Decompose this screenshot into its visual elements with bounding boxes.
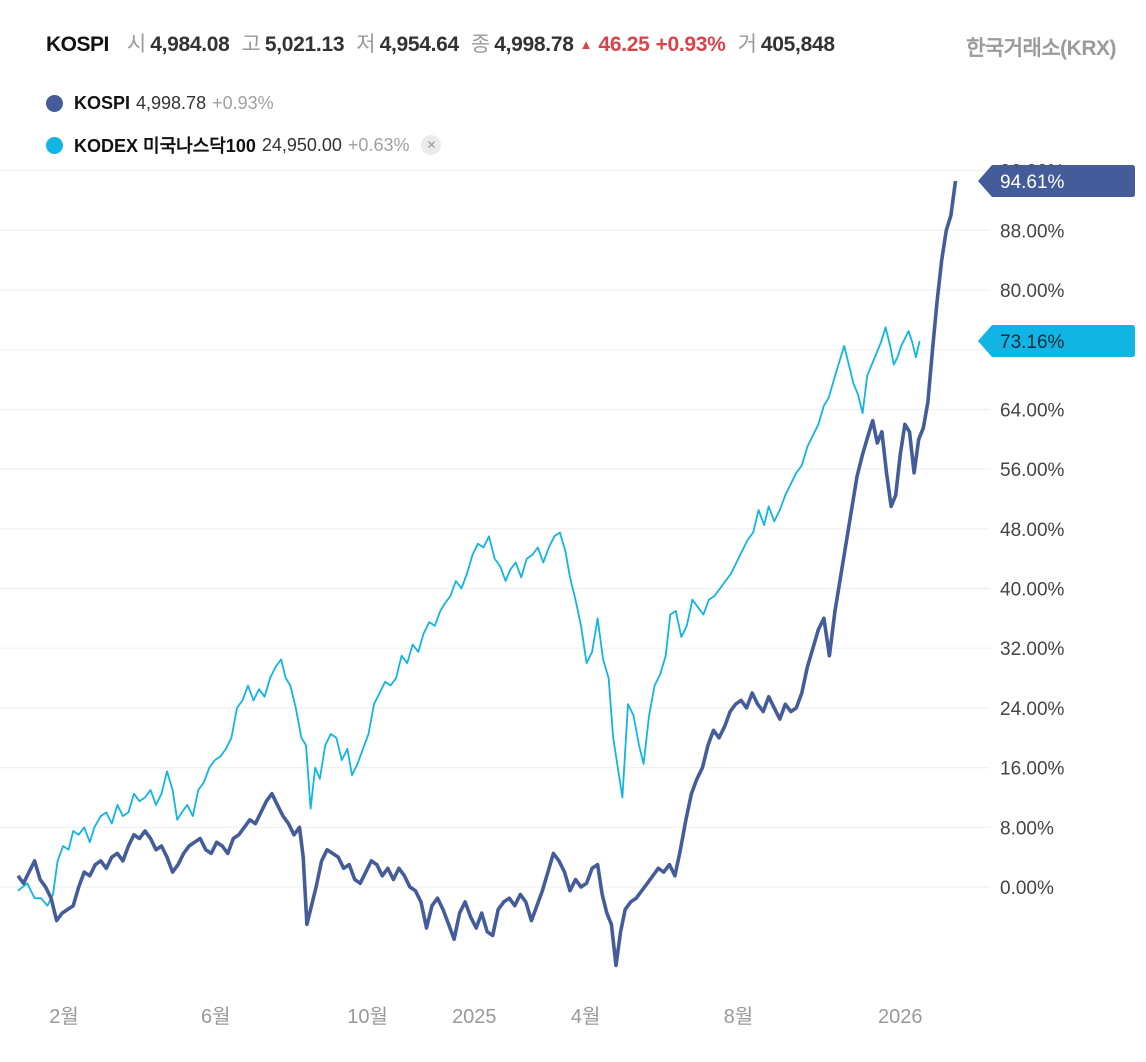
close-value: 4,998.78 (494, 33, 574, 56)
change-percent: +0.93% (655, 33, 726, 56)
y-tick-label: 32.00% (1000, 639, 1065, 660)
close-icon: ✕ (426, 138, 437, 152)
x-tick-label: 10월 (347, 1005, 388, 1028)
legend-item-kodex: KODEX 미국나스닥100 24,950.00 +0.63% ✕ (46, 130, 442, 160)
end-value-labels: 73.16% 94.61% (978, 164, 1135, 358)
gridlines (0, 170, 990, 888)
triangle-up-icon: ▲ (579, 37, 593, 52)
y-tick-label: 64.00% (1000, 400, 1065, 421)
end-value-label: 73.16% (1000, 332, 1065, 353)
data-source: 한국거래소(KRX) (966, 37, 1116, 60)
series-lines (16, 180, 958, 968)
end-value-badge: 94.61% (978, 164, 1135, 197)
legend-item-kospi: KOSPI 4,998.78 +0.93% (46, 88, 441, 118)
legend-value: 24,950.00 (261, 134, 342, 155)
series-line-kodex[interactable] (17, 326, 921, 907)
y-tick-label: 8.00% (1000, 818, 1054, 839)
legend-name: KODEX 미국나스닥100 (74, 136, 256, 156)
y-tick-label: 40.00% (1000, 580, 1065, 601)
low-value: 4,954.64 (379, 33, 460, 56)
legend-change: +0.63% (347, 134, 410, 155)
chart-legend: KOSPI 4,998.78 +0.93% KODEX 미국나스닥100 24,… (46, 88, 442, 172)
high-label: 고 (241, 33, 261, 56)
y-tick-label: 88.00% (1000, 221, 1065, 242)
change-value: 46.25 (598, 33, 650, 56)
y-tick-label: 0.00% (1000, 878, 1054, 899)
legend-change: +0.93% (212, 92, 274, 113)
high-value: 5,021.13 (264, 33, 345, 56)
y-tick-label: 80.00% (1000, 281, 1065, 302)
y-tick-label: 56.00% (1000, 460, 1065, 481)
y-tick-label: 16.00% (1000, 759, 1065, 780)
end-value-badge: 73.16% (978, 325, 1135, 358)
x-tick-label: 8월 (724, 1005, 754, 1028)
legend-value: 4,998.78 (136, 92, 207, 113)
series-color-dot (46, 136, 63, 154)
legend-name: KOSPI (74, 92, 131, 113)
y-axis-labels: 0.00% 8.00% 16.00% 24.00% 32.00% 40.00% 48.00%… (1000, 162, 1065, 899)
x-tick-label: 6월 (201, 1005, 231, 1028)
x-tick-label: 4월 (571, 1005, 601, 1028)
x-axis-labels: 2월 6월 10월 2025 4월 8월 2026 (49, 1005, 922, 1028)
x-tick-label: 2026 (878, 1006, 923, 1028)
y-tick-label: 48.00% (1000, 520, 1065, 541)
index-name: KOSPI (46, 33, 109, 56)
end-value-badge-bg (978, 325, 1135, 358)
low-label: 저 (356, 33, 376, 56)
quote-header: KOSPI 시 4,984.08 고 5,021.13 저 4,954.64 종… (46, 28, 847, 60)
volume-label: 거 (737, 33, 757, 56)
x-tick-label: 2025 (452, 1006, 497, 1028)
end-value-label: 94.61% (1000, 172, 1065, 193)
end-value-badge-bg (978, 164, 1135, 197)
open-value: 4,984.08 (150, 33, 230, 56)
series-line-kospi[interactable] (16, 180, 958, 968)
close-label: 종 (470, 33, 491, 56)
volume-value: 405,848 (760, 33, 835, 56)
x-tick-label: 2월 (49, 1005, 79, 1028)
y-tick-label: 24.00% (1000, 699, 1065, 720)
series-color-dot (46, 94, 63, 112)
remove-series-button[interactable]: ✕ (421, 135, 442, 155)
open-label: 시 (126, 33, 147, 56)
